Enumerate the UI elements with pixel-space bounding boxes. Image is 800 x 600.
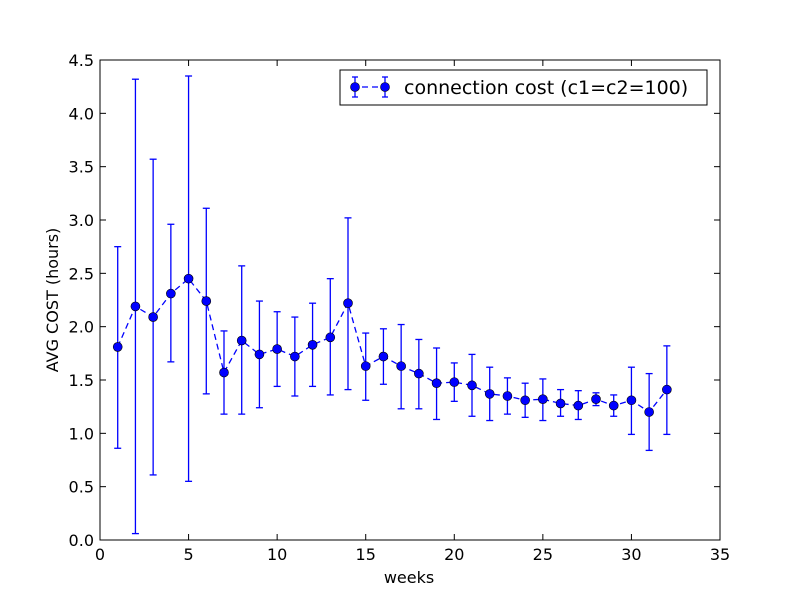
data-point (343, 298, 353, 309)
data-point (467, 380, 477, 391)
data-point (626, 395, 637, 406)
data-point (112, 342, 123, 352)
data-point (449, 377, 460, 387)
data-point (502, 391, 513, 401)
x-axis-label: weeks (384, 568, 434, 587)
data-point (166, 288, 176, 299)
data-point (360, 361, 371, 371)
y-tick-label: 4.5 (69, 51, 94, 70)
data-point (201, 296, 212, 306)
y-tick-label: 1.0 (69, 424, 94, 443)
data-point (272, 344, 282, 354)
data-point (307, 339, 318, 350)
legend-marker-sample (350, 82, 360, 92)
data-point (555, 398, 566, 409)
x-tick-label: 5 (183, 545, 193, 564)
x-tick-label: 20 (444, 545, 464, 564)
y-tick-label: 4.0 (69, 104, 94, 123)
y-tick-label: 2.5 (69, 264, 94, 283)
data-point (414, 368, 424, 379)
y-tick-label: 0.5 (69, 478, 94, 497)
y-tick-label: 1.5 (69, 371, 94, 390)
x-tick-label: 25 (533, 545, 553, 564)
x-tick-label: 0 (95, 545, 105, 564)
plot-frame (99, 59, 721, 541)
data-point (290, 351, 300, 362)
data-point (396, 361, 406, 371)
data-point (378, 351, 389, 362)
plot-area (112, 75, 672, 535)
x-tick-label: 30 (621, 545, 641, 564)
data-point (591, 394, 601, 405)
data-point (662, 384, 672, 395)
x-tick-label: 10 (267, 545, 287, 564)
data-point (183, 273, 194, 284)
y-axis-label: AVG COST (hours) (43, 228, 62, 373)
legend-box (339, 69, 708, 106)
data-point (573, 400, 584, 411)
x-tick-label: 35 (710, 545, 730, 564)
y-tick-label: 2.0 (69, 318, 94, 337)
data-point (254, 349, 265, 360)
data-point (236, 335, 247, 346)
legend-label: connection cost (c1=c2=100) (404, 77, 688, 99)
y-tick-label: 3.0 (69, 211, 94, 230)
y-tick-label: 0.0 (69, 531, 94, 550)
data-point (219, 367, 229, 378)
data-point (325, 332, 336, 343)
data-point (608, 400, 619, 411)
data-point (538, 394, 548, 405)
data-point (130, 301, 141, 312)
data-point (520, 395, 530, 406)
data-point (644, 407, 654, 417)
data-point (148, 312, 158, 322)
data-point (484, 389, 495, 399)
legend: connection cost (c1=c2=100) (339, 69, 708, 106)
legend-marker-sample (380, 82, 390, 92)
data-point (431, 378, 442, 389)
x-tick-label: 15 (356, 545, 376, 564)
axes: 0 5 10 15 20 25 30 35 0.0 0.5 1.0 1.5 2.0 2.5 3.0 3.5 4.… (69, 51, 731, 564)
y-tick-label: 3.5 (69, 158, 94, 177)
